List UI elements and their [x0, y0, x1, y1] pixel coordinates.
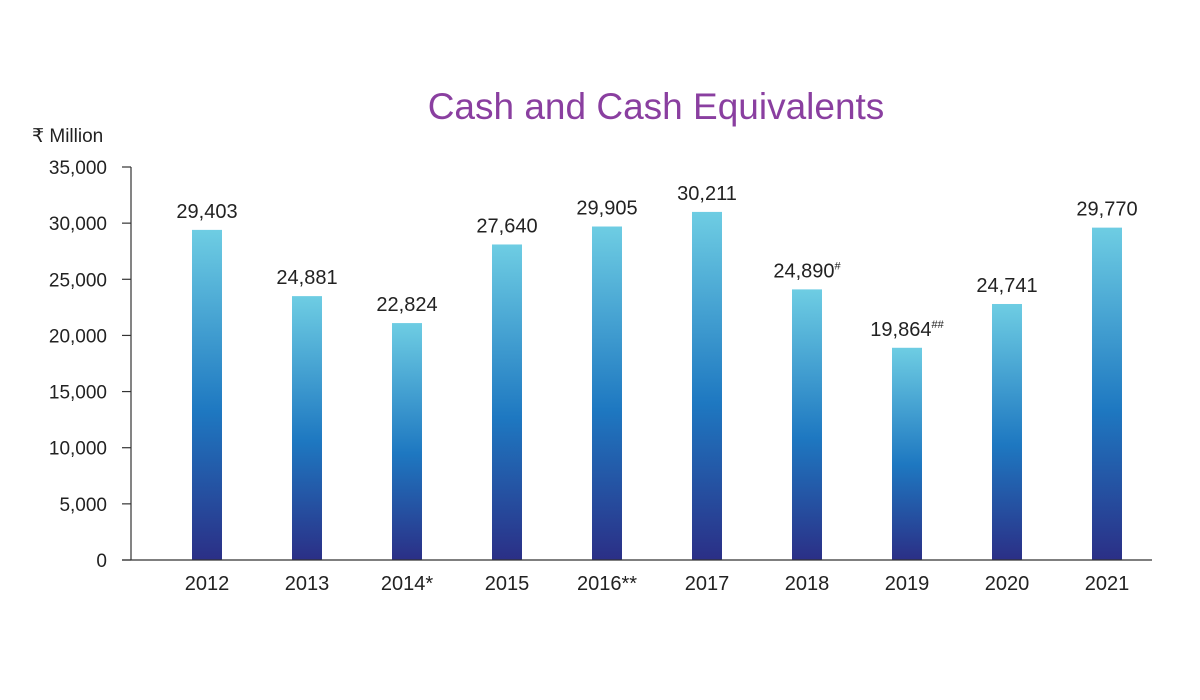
bar-value-label: 27,640: [476, 215, 537, 237]
x-tick-label: 2020: [985, 573, 1030, 595]
y-tick-label: 5,000: [59, 495, 107, 516]
y-axis-unit-label: ₹ Million: [32, 126, 104, 147]
bar: [992, 303, 1022, 560]
x-tick-label: 2012: [185, 573, 230, 595]
bar: [692, 211, 722, 560]
x-tick-label: 2015: [485, 573, 530, 595]
y-axis: 0 5,000 10,000 15,000 20,000 25,000 30,000 35,0…: [49, 158, 132, 572]
y-tick-label: 10,000: [49, 439, 107, 460]
x-tick-label: 2018: [785, 573, 830, 595]
bar: [192, 229, 222, 560]
y-tick-label: 15,000: [49, 383, 107, 404]
x-tick-label: 2019: [885, 573, 930, 595]
bar: [792, 289, 822, 560]
bar-value-footnote-mark: #: [835, 260, 842, 272]
bar: [1092, 227, 1122, 561]
bar: [392, 323, 422, 560]
bar-value-label: 24,741: [976, 275, 1037, 297]
bar: [292, 296, 322, 560]
x-tick-label: 2014*: [381, 573, 433, 595]
bar-value-label: 30,211: [677, 183, 737, 205]
bar-value-label: 24,890#: [773, 260, 841, 282]
x-tick-label: 2017: [685, 573, 730, 595]
chart-title: Cash and Cash Equivalents: [427, 86, 885, 127]
bar-value-label: 29,905: [576, 198, 637, 220]
bar: [492, 244, 522, 560]
x-tick-label: 2016**: [577, 573, 637, 595]
y-tick-label: 20,000: [49, 326, 107, 347]
bars: 29,403 24,881 22,824 27,640 29,905 30,211 24,8…: [176, 183, 1138, 561]
bar: [892, 347, 922, 560]
bar-value-label: 19,864##: [870, 319, 944, 341]
bar-value-label: 24,881: [276, 267, 337, 289]
bar-value-footnote-mark: ##: [931, 319, 944, 331]
y-tick-label: 30,000: [49, 214, 107, 235]
x-tick-label: 2013: [285, 573, 330, 595]
x-tick-label: 2021: [1085, 573, 1130, 595]
y-tick-label: 35,000: [49, 158, 107, 179]
y-tick-label: 0: [96, 551, 107, 572]
bar: [592, 226, 622, 561]
y-tick-label: 25,000: [49, 270, 107, 291]
x-axis: 2012 2013 2014* 2015 2016** 2017 2018 2019 2020 2…: [122, 559, 1152, 595]
bar-value-label: 22,824: [376, 294, 437, 316]
bar-value-label: 29,770: [1076, 199, 1137, 221]
bar-value-label: 29,403: [176, 201, 237, 223]
